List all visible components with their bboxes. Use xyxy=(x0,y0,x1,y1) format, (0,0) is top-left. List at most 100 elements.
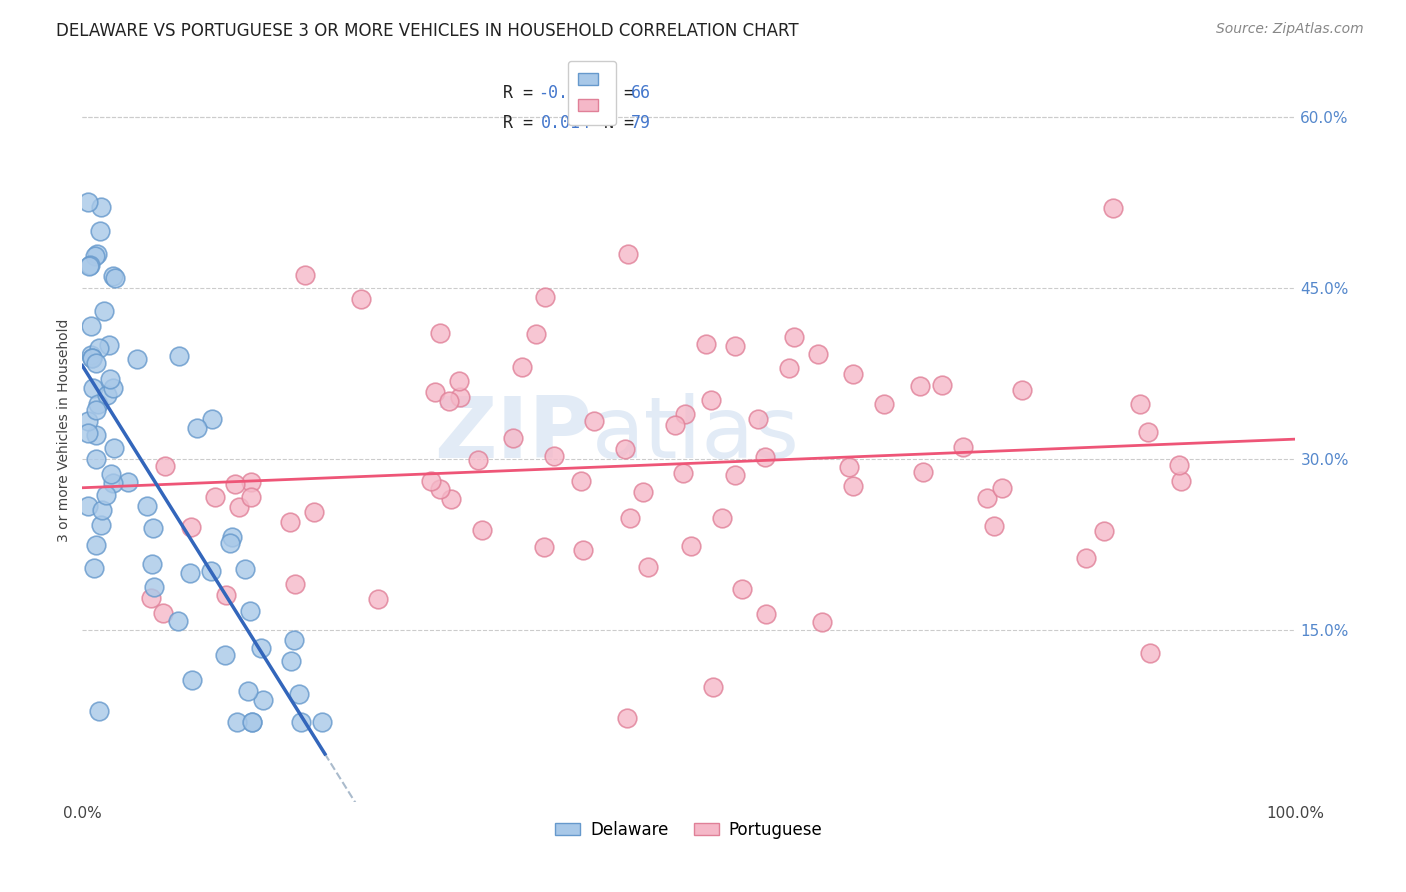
Point xyxy=(142,521,165,535)
Point xyxy=(702,681,724,695)
Point xyxy=(731,582,754,596)
Point xyxy=(103,381,125,395)
Point xyxy=(311,714,333,729)
Point xyxy=(240,714,263,729)
Point xyxy=(90,503,112,517)
Point xyxy=(90,518,112,533)
Text: DELAWARE VS PORTUGUESE 3 OR MORE VEHICLES IN HOUSEHOLD CORRELATION CHART: DELAWARE VS PORTUGUESE 3 OR MORE VEHICLE… xyxy=(56,22,799,40)
Point xyxy=(221,530,243,544)
Point xyxy=(82,381,104,395)
Point xyxy=(423,384,446,399)
Point xyxy=(233,561,256,575)
Text: R =: R = xyxy=(503,113,543,132)
Point xyxy=(842,367,865,381)
Text: 66: 66 xyxy=(631,84,651,102)
Point xyxy=(83,249,105,263)
Point xyxy=(84,403,107,417)
Point xyxy=(125,352,148,367)
Point xyxy=(87,704,110,718)
Point xyxy=(811,615,834,629)
Point xyxy=(136,499,159,513)
Point xyxy=(83,561,105,575)
Point xyxy=(952,440,974,454)
Point xyxy=(180,520,202,534)
Point xyxy=(143,580,166,594)
Point xyxy=(908,379,931,393)
Point xyxy=(533,290,555,304)
Point xyxy=(98,372,121,386)
Point xyxy=(569,474,592,488)
Point xyxy=(240,490,263,504)
Point xyxy=(681,539,703,553)
Point xyxy=(77,194,100,209)
Point xyxy=(510,360,533,375)
Point xyxy=(419,474,441,488)
Point xyxy=(711,510,734,524)
Point xyxy=(467,452,489,467)
Point xyxy=(754,450,776,464)
Point xyxy=(89,224,111,238)
Text: 0.014: 0.014 xyxy=(541,113,591,132)
Point xyxy=(440,491,463,506)
Point xyxy=(101,269,124,284)
Point xyxy=(1129,396,1152,410)
Point xyxy=(219,536,242,550)
Point xyxy=(80,351,103,366)
Point xyxy=(700,392,723,407)
Point xyxy=(1168,458,1191,472)
Text: 79: 79 xyxy=(631,113,651,132)
Point xyxy=(429,482,451,496)
Point xyxy=(983,518,1005,533)
Point xyxy=(695,336,717,351)
Point xyxy=(429,326,451,341)
Point xyxy=(101,476,124,491)
Point xyxy=(524,327,547,342)
Point xyxy=(77,259,100,273)
Point xyxy=(84,427,107,442)
Point xyxy=(87,397,110,411)
Point xyxy=(437,394,460,409)
Point xyxy=(619,510,641,524)
Point xyxy=(837,459,859,474)
Point xyxy=(96,488,118,502)
Point xyxy=(155,459,177,474)
Point xyxy=(631,484,654,499)
Text: N =: N = xyxy=(605,113,644,132)
Point xyxy=(807,347,830,361)
Point xyxy=(77,414,100,428)
Point xyxy=(179,566,201,580)
Point xyxy=(616,711,638,725)
Point xyxy=(252,693,274,707)
Point xyxy=(873,396,896,410)
Point xyxy=(723,339,745,353)
Point xyxy=(96,388,118,402)
Point xyxy=(976,491,998,506)
Point xyxy=(931,378,953,392)
Point xyxy=(755,607,778,622)
Point xyxy=(447,374,470,388)
Point xyxy=(724,467,747,482)
Point xyxy=(204,491,226,505)
Point xyxy=(991,482,1014,496)
Point xyxy=(181,673,204,687)
Point xyxy=(502,431,524,445)
Point xyxy=(533,540,555,554)
Point xyxy=(288,687,311,701)
Point xyxy=(672,466,695,480)
Point xyxy=(104,270,127,285)
Legend: Delaware, Portuguese: Delaware, Portuguese xyxy=(548,814,830,846)
Point xyxy=(842,479,865,493)
Point xyxy=(1011,383,1033,397)
Point xyxy=(79,258,101,272)
Point xyxy=(239,604,262,618)
Point xyxy=(543,449,565,463)
Point xyxy=(617,246,640,260)
Point xyxy=(302,505,325,519)
Point xyxy=(1076,551,1098,566)
Point xyxy=(80,319,103,334)
Point xyxy=(637,560,659,574)
Point xyxy=(169,349,191,363)
Point xyxy=(100,467,122,481)
Point xyxy=(80,348,103,362)
Point xyxy=(215,588,238,602)
